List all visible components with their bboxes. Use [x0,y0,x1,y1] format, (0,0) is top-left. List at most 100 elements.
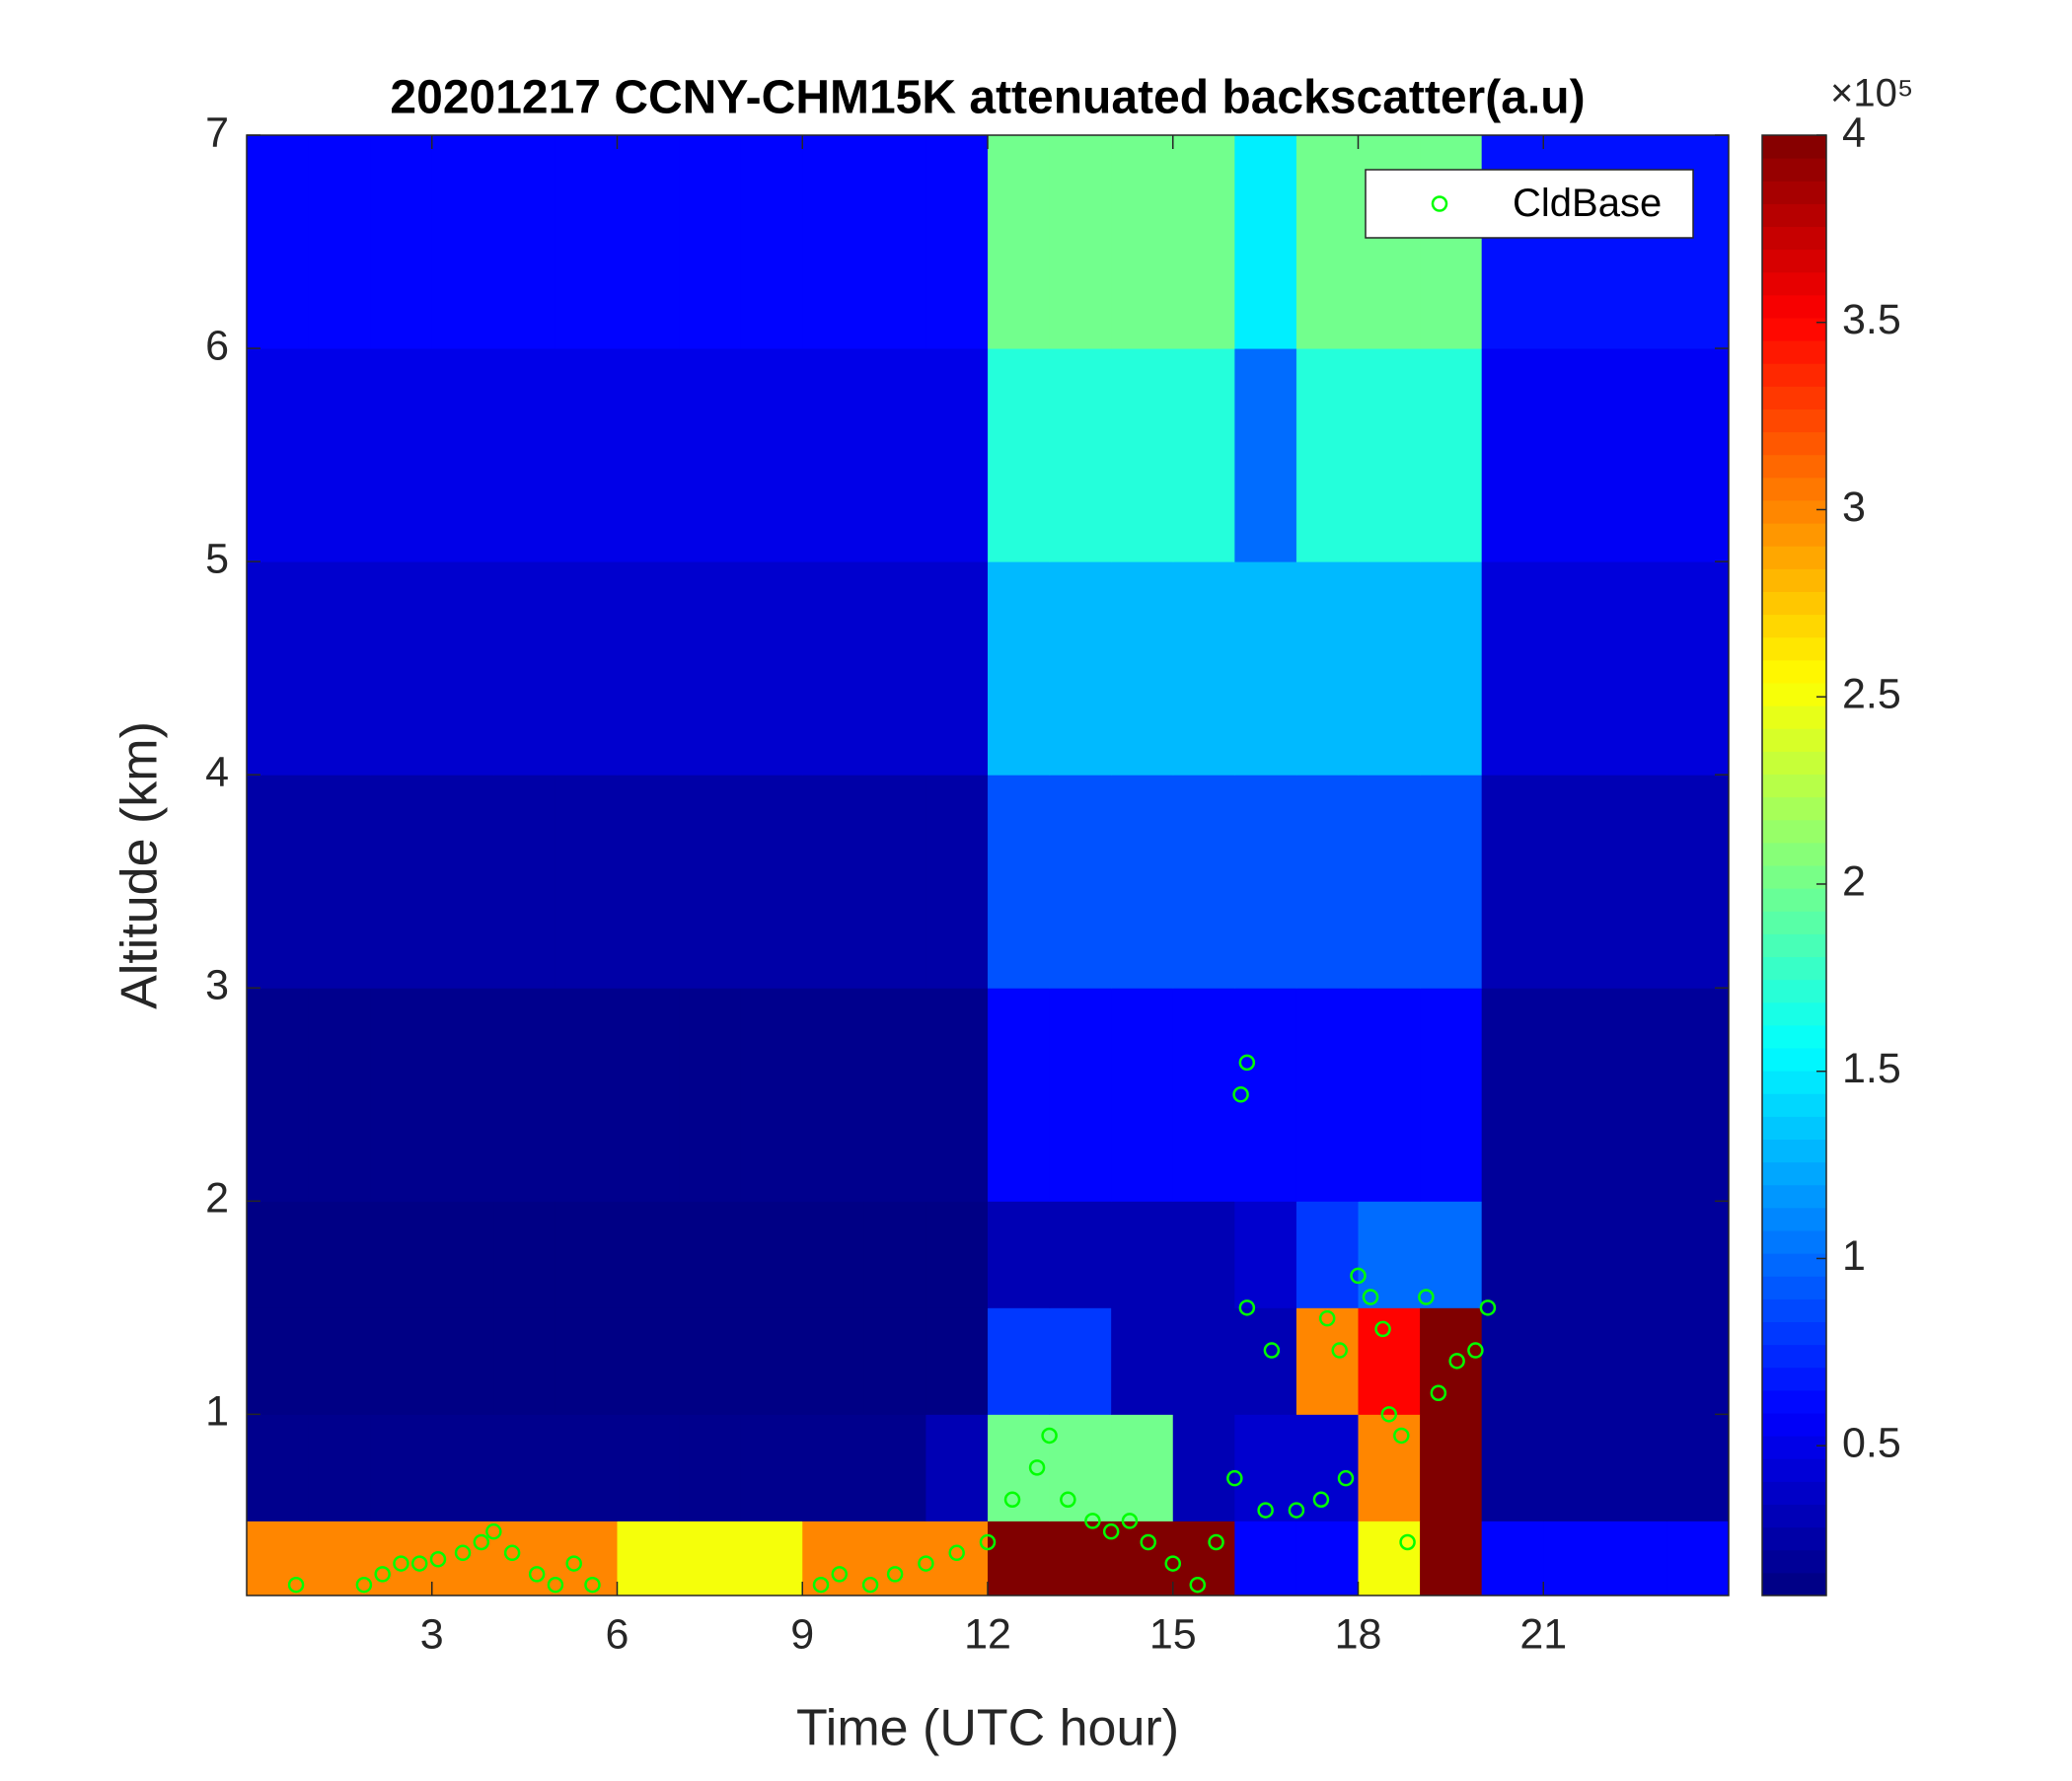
cloud-base-point [374,1566,391,1583]
heatmap-cell [1234,1521,1297,1596]
colorbar-step [1762,1344,1826,1369]
y-tick-label: 5 [205,535,229,582]
heatmap-cell [493,561,556,776]
colorbar-step [1762,865,1826,889]
colorbar-step [1762,1207,1826,1231]
heatmap-cell [1604,1414,1667,1521]
heatmap-cell [370,988,433,1202]
heatmap-cell [555,1201,618,1308]
heatmap-cell [679,988,742,1202]
heatmap-cell [493,135,556,349]
colorbar-tick-label: 3 [1842,483,1866,531]
colorbar-step [1762,979,1826,1003]
colorbar-step [1762,636,1826,661]
heatmap-cell [555,775,618,989]
heatmap-cell [1049,348,1112,562]
heatmap-cell [1481,1414,1544,1521]
cloud-base-point [831,1566,849,1583]
colorbar-tick-label: 0.5 [1842,1420,1901,1467]
cloud-base-point [979,1533,997,1551]
heatmap-cell [1049,135,1112,349]
heatmap-cell [1172,1307,1235,1415]
cloud-base-point [1467,1342,1484,1359]
colorbar-tick-label: 2 [1842,857,1866,905]
heatmap-cell [1543,988,1606,1202]
heatmap-cell [1111,1201,1174,1308]
cloud-base-point [1288,1502,1305,1519]
heatmap-cell [493,1307,556,1415]
heatmap-cell [988,1201,1051,1308]
heatmap-cell [1172,1414,1235,1521]
colorbar-step [1762,1184,1826,1209]
heatmap-cell [988,348,1051,562]
cloud-base-point [584,1576,601,1594]
colorbar-step [1762,431,1826,456]
heatmap-cell [1604,1201,1667,1308]
heatmap-cell [1172,561,1235,776]
colorbar-step [1762,1161,1826,1186]
heatmap-cell [925,1201,989,1308]
colorbar-step [1762,1572,1826,1596]
heatmap-cell [1666,1201,1730,1308]
heatmap-cell [1111,775,1174,989]
heatmap-cell [1111,1414,1174,1521]
heatmap-cell [431,1521,494,1596]
cloud-base-point [1238,1299,1256,1316]
heatmap-cell [1358,348,1421,562]
cloud-base-point [948,1544,965,1562]
heatmap-cell [555,135,618,349]
heatmap-cell [740,1307,803,1415]
heatmap-cell [679,1201,742,1308]
y-tick-label: 2 [205,1175,229,1223]
colorbar-step [1762,294,1826,319]
heatmap-cell [988,775,1051,989]
y-tick-label: 4 [205,749,229,796]
colorbar-step [1762,591,1826,616]
cloud-base-point [886,1566,904,1583]
heatmap-cell [1295,1521,1359,1596]
colorbar-step [1762,888,1826,912]
heatmap-cell [1543,1521,1606,1596]
heatmap-cell [1481,348,1544,562]
heatmap-cell [1049,561,1112,776]
cloud-base-point [1479,1299,1497,1316]
heatmap-cell [1049,775,1112,989]
heatmap-cell [988,1307,1051,1415]
colorbar-multiplier: ×10⁵ [1830,72,1913,115]
colorbar-step [1762,659,1826,684]
heatmap-cell [1049,1201,1112,1308]
heatmap-cell [1172,775,1235,989]
cloud-base-point [528,1566,546,1583]
colorbar-step [1762,1139,1826,1163]
cloud-base-point [1164,1555,1181,1572]
colorbar-step [1762,842,1826,866]
heatmap-cell [370,1201,433,1308]
heatmap-cell [1666,135,1730,349]
colorbar-step [1762,1002,1826,1026]
colorbar-step [1762,363,1826,387]
colorbar-step [1762,614,1826,638]
heatmap-cell [863,561,926,776]
heatmap-cell [679,1414,742,1521]
cloud-base-point [1102,1522,1120,1540]
heatmap-cell [679,348,742,562]
heatmap-cell [247,1414,310,1521]
heatmap-cell [925,775,989,989]
cloud-base-point [1084,1513,1101,1529]
heatmap-cell [247,775,310,989]
heatmap-cell [925,1521,989,1596]
heatmap-cell [863,1201,926,1308]
heatmap-cell [1666,1414,1730,1521]
cloud-base-point [1028,1459,1046,1476]
cloud-base-point [1350,1267,1367,1285]
heatmap-cell [925,348,989,562]
heatmap-cell [1049,1521,1112,1596]
heatmap-cell [802,988,865,1202]
cloud-base-point [1331,1342,1348,1359]
cloud-base-point [812,1576,830,1594]
cloud-base-point [1060,1491,1076,1509]
heatmap-cell [1420,775,1483,989]
heatmap-cell [863,135,926,349]
heatmap-cell [617,1414,680,1521]
